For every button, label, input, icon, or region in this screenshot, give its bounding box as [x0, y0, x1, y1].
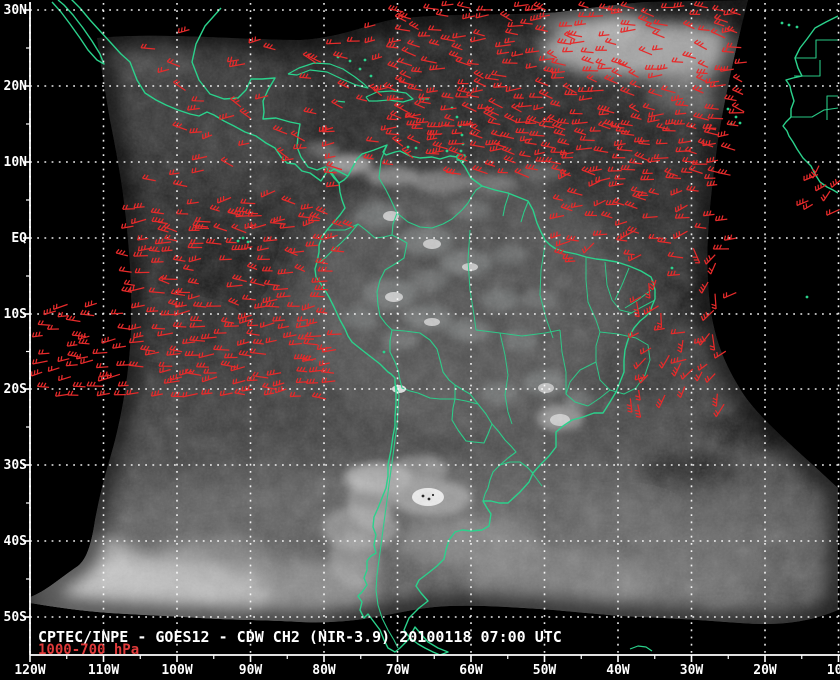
x-tick-label: 100W: [161, 663, 192, 678]
island-dot: [795, 25, 799, 29]
state-border: [604, 261, 633, 314]
country-border: [391, 329, 479, 405]
island-dot: [406, 145, 410, 149]
island-dot: [734, 115, 738, 119]
x-tick-label: 60W: [459, 663, 483, 678]
island-dot: [780, 21, 784, 25]
island-dot: [414, 146, 418, 150]
country-border: [502, 193, 510, 217]
state-border: [614, 267, 630, 301]
axes-layer: 120W 110W 100W 90W 80W 70W 60W 50W 40W 30W 20W 10W 3…: [4, 2, 840, 678]
latlon-grid-layer: [29, 3, 840, 655]
state-border: [627, 299, 656, 316]
island-dot: [726, 107, 730, 111]
x-tick-label: 80W: [312, 663, 336, 678]
y-tick-label: 10S: [4, 307, 28, 322]
island-dot: [369, 74, 373, 78]
wind-barb-cluster-colombia-offshore: [321, 83, 431, 171]
coastline: [71, 0, 349, 184]
state-border: [585, 257, 601, 333]
country-border: [319, 223, 359, 263]
island-dot: [348, 59, 352, 63]
wind-barb-cluster-west-africa-offshore: [796, 165, 840, 216]
y-tick-label: 40S: [4, 534, 28, 549]
wind-barb-cluster-caribbean: [140, 22, 412, 136]
island-outline: [287, 62, 369, 89]
state-border: [467, 229, 477, 331]
product-title: CPTEC/INPE - GOES12 - CDW CH2 (NIR-3.9) …: [38, 628, 562, 646]
y-tick-label: 20N: [4, 79, 28, 94]
wind-barb-cluster-tropical-atlantic-north: [383, 0, 747, 133]
x-tick-label: 70W: [386, 663, 410, 678]
state-border: [539, 244, 554, 339]
island-dot: [460, 133, 464, 137]
country-border: [389, 329, 456, 400]
island-dot: [382, 350, 386, 354]
y-tick-label: 20S: [4, 382, 28, 397]
x-tick-label: 50W: [533, 663, 557, 678]
island-dot: [445, 149, 449, 153]
country-border: [794, 60, 821, 77]
island-outline: [365, 90, 414, 103]
island-dot: [358, 67, 362, 71]
wind-barb-cluster-south-pacific: [30, 300, 342, 400]
wind-barb-cluster-tropical-atlantic-mid: [415, 116, 739, 178]
country-border: [357, 223, 393, 239]
x-tick-label: 90W: [239, 663, 263, 678]
country-border: [451, 398, 493, 444]
pressure-layer-label: 1000-700 hPa: [38, 642, 139, 658]
country-border: [499, 461, 534, 474]
coastline: [191, 7, 340, 184]
country-border: [795, 39, 838, 59]
x-tick-label: 120W: [14, 663, 45, 678]
island-dot: [738, 121, 742, 125]
state-border: [559, 329, 567, 394]
wind-barb-cluster-atlantic-right-column: [626, 248, 737, 418]
limb-darkening: [30, 0, 838, 624]
y-tick-label: EQ: [11, 231, 27, 246]
country-border: [396, 185, 483, 229]
island-dot: [787, 23, 791, 27]
island-dot: [246, 240, 250, 244]
island-dot: [670, 266, 674, 270]
x-tick-label: 40W: [606, 663, 630, 678]
y-tick-label: 10N: [4, 155, 28, 170]
island-dot: [455, 115, 459, 119]
coastline: [51, 0, 105, 65]
country-border: [375, 382, 400, 649]
island-dot: [241, 236, 245, 240]
country-border: [376, 212, 408, 331]
state-border: [499, 332, 513, 425]
country-border: [482, 423, 517, 502]
state-border: [529, 469, 543, 487]
x-tick-label: 30W: [680, 663, 704, 678]
coastlines-layer: [51, 0, 839, 656]
wind-barb-cluster-northeast-brazil-coast: [555, 240, 635, 256]
island-dot: [805, 295, 809, 299]
island-dot: [236, 239, 240, 243]
y-tick-label: 50S: [4, 610, 28, 625]
country-border: [791, 107, 839, 118]
state-border: [475, 329, 561, 337]
island-outline: [629, 645, 653, 652]
wind-barb-cluster-northeast-brazil-offshore: [634, 305, 706, 382]
state-border: [565, 361, 611, 407]
x-tick-label: 10W: [827, 663, 840, 678]
coastline: [314, 144, 656, 656]
country-border: [826, 95, 838, 120]
x-tick-label: 20W: [753, 663, 777, 678]
y-tick-label: 30N: [4, 3, 28, 18]
x-tick-label: 110W: [88, 663, 119, 678]
island-dot: [363, 58, 367, 62]
wind-vectors-layer: [30, 0, 840, 418]
y-tick-label: 30S: [4, 458, 28, 473]
wind-barb-cluster-equatorial-pacific: [115, 202, 345, 308]
country-border: [520, 201, 529, 223]
wind-barb-cluster-east-pacific-mexico: [141, 125, 355, 230]
island-dot: [459, 149, 463, 153]
country-border: [378, 144, 398, 214]
wind-barb-cluster-atlantic-equatorial: [549, 171, 737, 263]
